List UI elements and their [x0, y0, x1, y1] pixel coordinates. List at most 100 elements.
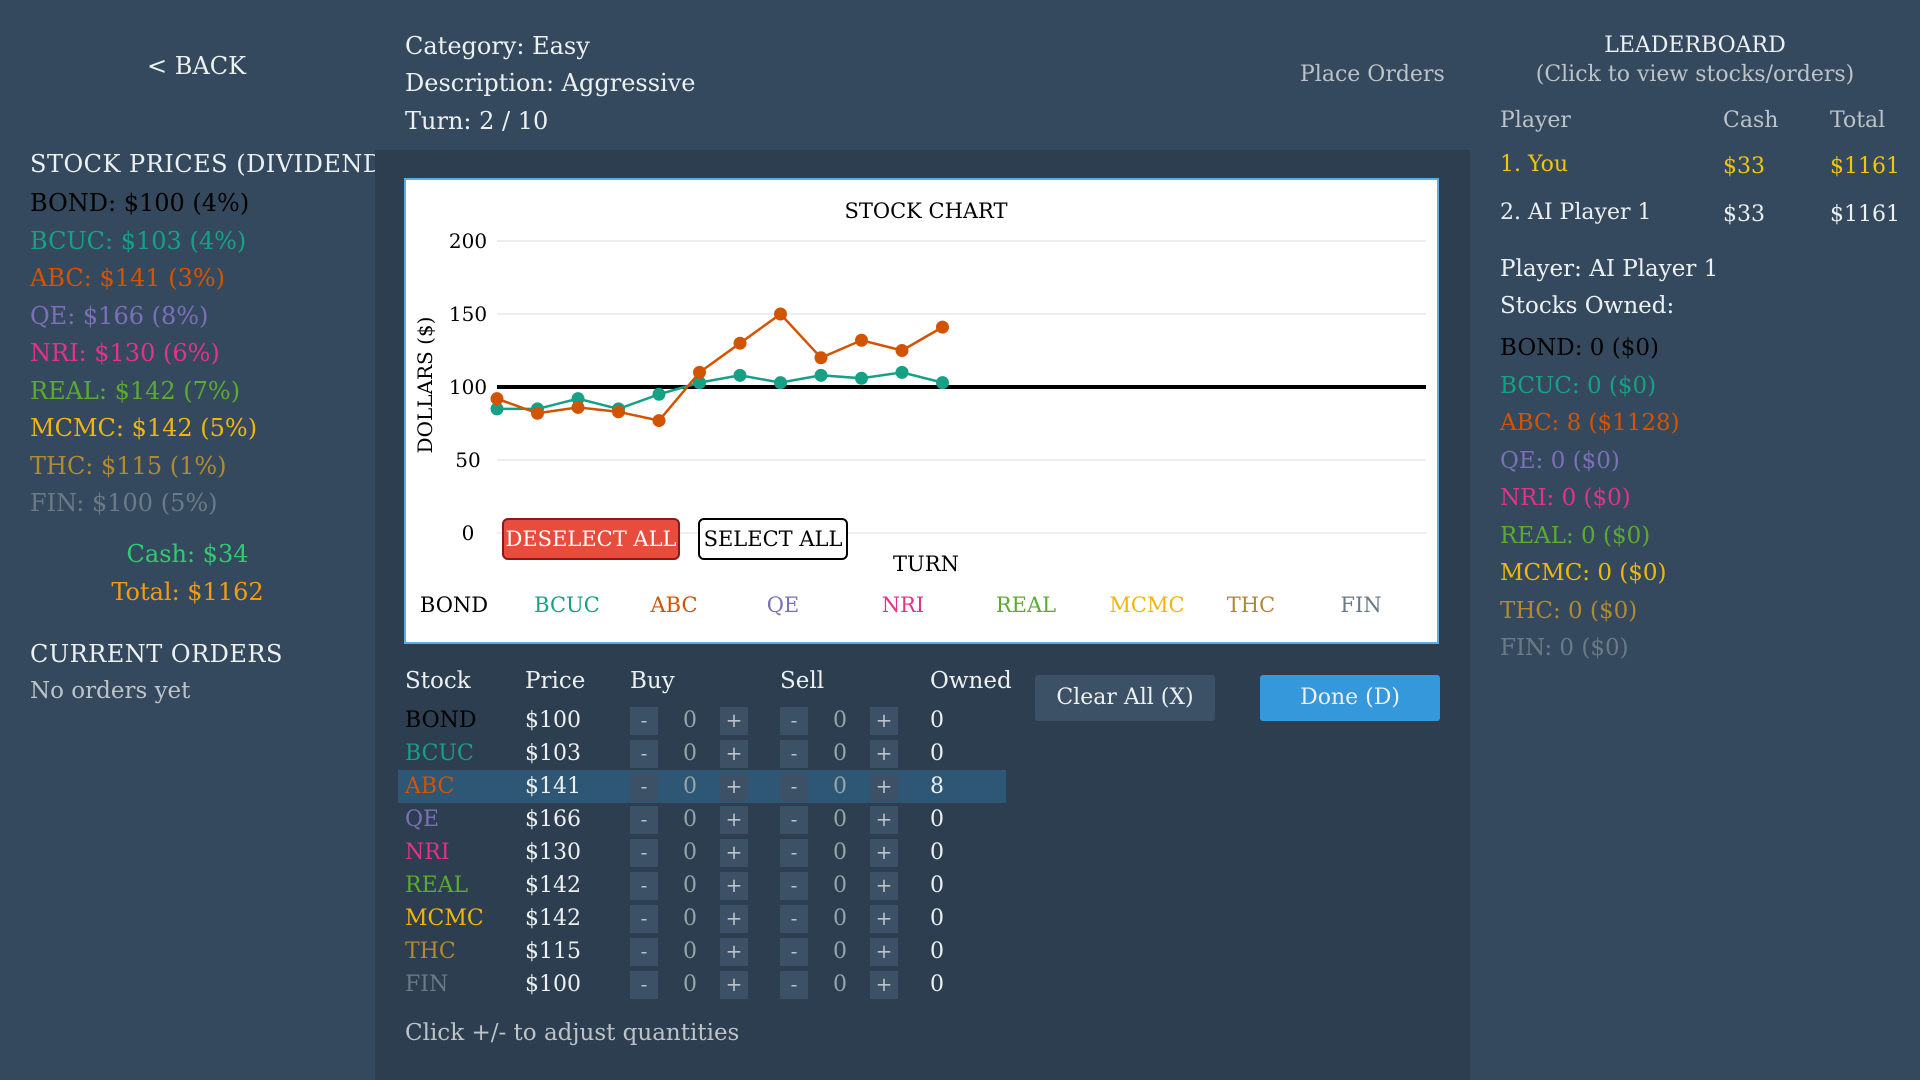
lb-player-cash: $33	[1723, 202, 1765, 227]
col-header-buy: Buy	[630, 668, 675, 694]
stock-price-bcuc: BCUC: $103 (4%)	[30, 226, 247, 255]
sell-minus-button[interactable]: -	[780, 707, 808, 735]
stock-price-qe: QE: $166 (8%)	[30, 301, 209, 330]
sell-minus-button[interactable]: -	[780, 740, 808, 768]
row-stock: BOND	[405, 708, 477, 733]
sell-plus-button[interactable]: +	[870, 971, 898, 999]
buy-quantity: 0	[683, 774, 697, 799]
buy-plus-button[interactable]: +	[720, 872, 748, 900]
data-point-abc	[936, 320, 949, 334]
sell-minus-button[interactable]: -	[780, 938, 808, 966]
buy-plus-button[interactable]: +	[720, 839, 748, 867]
stock-chart: STOCK CHART DOLLARS ($) TURN 0 50 100 150 20…	[404, 178, 1439, 644]
deselect-all-button[interactable]: DESELECT ALL	[502, 518, 680, 560]
buy-plus-button[interactable]: +	[720, 707, 748, 735]
owned-abc: ABC: 8 ($1128)	[1500, 410, 1680, 436]
row-stock: NRI	[405, 840, 450, 865]
buy-quantity: 0	[683, 972, 697, 997]
sell-quantity: 0	[833, 741, 847, 766]
buy-minus-button[interactable]: -	[630, 707, 658, 735]
buy-plus-button[interactable]: +	[720, 938, 748, 966]
buy-minus-button[interactable]: -	[630, 971, 658, 999]
sell-minus-button[interactable]: -	[780, 806, 808, 834]
buy-plus-button[interactable]: +	[720, 971, 748, 999]
chart-legend: BOND BCUC ABC QE NRI REAL MCMC THC FIN	[406, 593, 1437, 623]
stock-price-bond: BOND: $100 (4%)	[30, 189, 250, 217]
owned-thc: THC: 0 ($0)	[1500, 597, 1638, 624]
sell-minus-button[interactable]: -	[780, 773, 808, 801]
buy-plus-button[interactable]: +	[720, 905, 748, 933]
buy-quantity: 0	[683, 840, 697, 865]
stock-chart-svg: STOCK CHART DOLLARS ($) TURN 0 50 100 150 20…	[413, 199, 1426, 576]
data-point-abc	[612, 405, 625, 419]
row-price: $142	[525, 906, 581, 931]
stock-price-nri: NRI: $130 (6%)	[30, 339, 220, 367]
order-row-fin: FIN $100-0 + -0 +0	[398, 968, 1006, 1001]
legend-item-nri[interactable]: NRI	[881, 593, 925, 617]
order-row-mcmc: MCMC $142-0 + -0 +0	[398, 902, 1006, 935]
sell-plus-button[interactable]: +	[870, 740, 898, 768]
stock-price-list: BOND: $100 (4%) BCUC: $103 (4%) ABC: $14…	[30, 185, 257, 523]
sell-minus-button[interactable]: -	[780, 839, 808, 867]
stock-prices-title: STOCK PRICES (DIVIDEND)	[30, 150, 393, 178]
col-header-sell: Sell	[780, 668, 825, 694]
sell-quantity: 0	[833, 906, 847, 931]
buy-minus-button[interactable]: -	[630, 905, 658, 933]
clear-all-button[interactable]: Clear All (X)	[1035, 675, 1215, 721]
data-point-abc	[693, 365, 706, 379]
buy-plus-button[interactable]: +	[720, 806, 748, 834]
y-tick-label: 200	[449, 229, 487, 253]
buy-minus-button[interactable]: -	[630, 839, 658, 867]
buy-minus-button[interactable]: -	[630, 773, 658, 801]
row-owned: 0	[930, 906, 944, 931]
legend-item-bond[interactable]: BOND	[419, 593, 489, 617]
stock-price-abc: ABC: $141 (3%)	[30, 264, 225, 292]
data-point-bcuc	[774, 376, 787, 390]
buy-plus-button[interactable]: +	[720, 740, 748, 768]
legend-item-mcmc[interactable]: MCMC	[1109, 593, 1185, 617]
row-owned: 0	[930, 939, 944, 964]
col-header-owned: Owned	[930, 668, 1012, 694]
series-line-abc	[496, 312, 944, 422]
legend-item-fin[interactable]: FIN	[1340, 593, 1382, 617]
row-stock: QE	[405, 807, 440, 832]
sell-plus-button[interactable]: +	[870, 707, 898, 735]
x-axis-label: TURN	[893, 552, 959, 576]
sell-plus-button[interactable]: +	[870, 938, 898, 966]
legend-item-bcuc[interactable]: BCUC	[534, 593, 600, 617]
data-point-bcuc	[936, 376, 949, 390]
sell-minus-button[interactable]: -	[780, 905, 808, 933]
sell-plus-button[interactable]: +	[870, 905, 898, 933]
done-button[interactable]: Done (D)	[1260, 675, 1440, 721]
select-all-button[interactable]: SELECT ALL	[698, 518, 848, 560]
lb-player-cash: $33	[1723, 154, 1765, 179]
buy-minus-button[interactable]: -	[630, 806, 658, 834]
sell-plus-button[interactable]: +	[870, 839, 898, 867]
sell-minus-button[interactable]: -	[780, 872, 808, 900]
sell-plus-button[interactable]: +	[870, 872, 898, 900]
sell-plus-button[interactable]: +	[870, 806, 898, 834]
buy-minus-button[interactable]: -	[630, 740, 658, 768]
stocks-owned-list: BOND: 0 ($0) BCUC: 0 ($0) ABC: 8 ($1128)…	[1500, 330, 1680, 668]
buy-minus-button[interactable]: -	[630, 872, 658, 900]
sell-plus-button[interactable]: +	[870, 773, 898, 801]
leaderboard-row-you[interactable]: 1. You $33 $1161	[1495, 148, 1900, 186]
no-orders-text: No orders yet	[30, 678, 191, 704]
legend-item-abc[interactable]: ABC	[650, 593, 698, 617]
y-tick-label: 150	[449, 302, 487, 326]
buy-plus-button[interactable]: +	[720, 773, 748, 801]
buy-minus-button[interactable]: -	[630, 938, 658, 966]
legend-item-thc[interactable]: THC	[1226, 593, 1276, 617]
row-price: $142	[525, 873, 581, 898]
leaderboard-subtitle: (Click to view stocks/orders)	[1535, 62, 1855, 87]
leaderboard-row-ai-player-1[interactable]: 2. AI Player 1 $33 $1161	[1495, 196, 1900, 234]
row-owned: 0	[930, 840, 944, 865]
sell-minus-button[interactable]: -	[780, 971, 808, 999]
data-point-abc	[571, 400, 585, 414]
order-row-qe: QE $166-0 + -0 +0	[398, 803, 1006, 836]
y-tick-label: 50	[455, 448, 480, 472]
legend-item-real[interactable]: REAL	[995, 593, 1057, 617]
back-button[interactable]: < BACK	[147, 52, 246, 80]
legend-item-qe[interactable]: QE	[766, 593, 800, 617]
data-point-bcuc	[855, 371, 868, 385]
